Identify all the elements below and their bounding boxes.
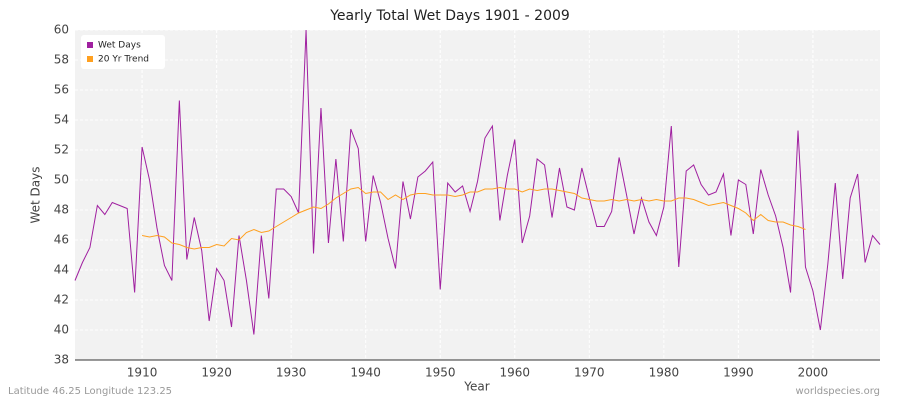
x-tick-label: 1910 bbox=[127, 366, 158, 380]
y-tick-label: 60 bbox=[54, 23, 69, 37]
y-tick-label: 40 bbox=[54, 323, 69, 337]
x-axis-label: Year bbox=[463, 380, 489, 394]
footer-right: worldspecies.org bbox=[796, 386, 880, 397]
y-tick-label: 58 bbox=[54, 53, 69, 67]
y-tick-label: 52 bbox=[54, 143, 69, 157]
x-tick-label: 1950 bbox=[425, 366, 456, 380]
line-series bbox=[141, 186, 806, 250]
x-tick-label: 1930 bbox=[276, 366, 307, 380]
x-tick-label: 1940 bbox=[350, 366, 381, 380]
y-tick-label: 42 bbox=[54, 293, 69, 307]
legend-label: Wet Days bbox=[98, 41, 141, 51]
y-tick-label: 38 bbox=[54, 353, 69, 367]
legend-label: 20 Yr Trend bbox=[98, 55, 149, 65]
x-tick-label: 1970 bbox=[574, 366, 605, 380]
y-tick-label: 54 bbox=[54, 113, 69, 127]
chart-title: Yearly Total Wet Days 1901 - 2009 bbox=[329, 8, 570, 24]
y-axis-label: Wet Days bbox=[29, 166, 43, 223]
x-tick-label: 1920 bbox=[201, 366, 232, 380]
x-tick-label: 2000 bbox=[798, 366, 829, 380]
legend-box bbox=[81, 35, 165, 69]
footer-left: Latitude 46.25 Longitude 123.25 bbox=[8, 386, 172, 397]
y-tick-label: 48 bbox=[54, 203, 69, 217]
legend-swatch bbox=[87, 42, 93, 48]
line-series bbox=[74, 29, 881, 335]
legend-swatch bbox=[87, 56, 93, 62]
y-tick-label: 46 bbox=[54, 233, 69, 247]
y-tick-label: 56 bbox=[54, 83, 69, 97]
x-tick-label: 1980 bbox=[649, 366, 680, 380]
x-tick-label: 1990 bbox=[723, 366, 754, 380]
plot-background bbox=[75, 30, 880, 360]
y-tick-label: 44 bbox=[54, 263, 69, 277]
y-tick-label: 50 bbox=[54, 173, 69, 187]
x-tick-label: 1960 bbox=[499, 366, 530, 380]
